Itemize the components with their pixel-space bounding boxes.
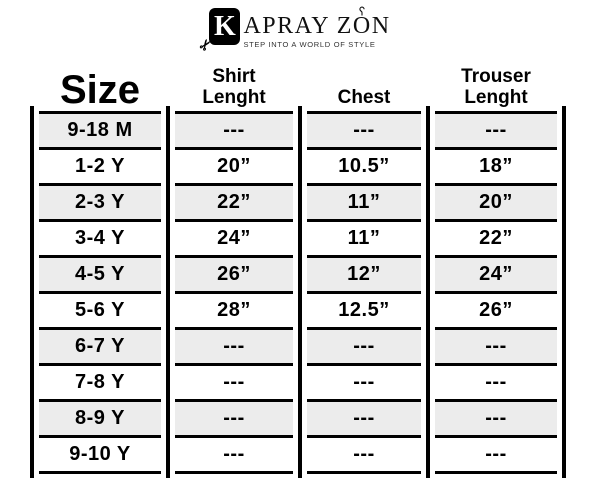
table-cell: 20” — [435, 183, 557, 219]
column-chest: Chest --- 10.5” 11” 11” 12” 12.5” --- --- --- --- — [302, 58, 426, 474]
brand-logo: K ✂ APRAY Z ON STEP INTO A WORLD OF STYLE — [0, 6, 600, 55]
brand-letter-n: N — [371, 13, 391, 39]
column-trouser-length: Trouser Lenght --- 18” 20” 22” 24” 26” --- --- ---… — [430, 58, 562, 474]
table-cell: 1-2 Y — [39, 147, 161, 183]
table-cell: --- — [175, 111, 293, 147]
table-cell: 11” — [307, 183, 421, 219]
table-vertical-border — [426, 106, 430, 478]
table-vertical-border — [298, 106, 302, 478]
table-cell: --- — [175, 363, 293, 399]
table-cell: 9-10 Y — [39, 435, 161, 474]
column-header-size: Size — [34, 58, 166, 111]
table-cell: 5-6 Y — [39, 291, 161, 327]
table-cell: --- — [307, 327, 421, 363]
table-cell: --- — [435, 435, 557, 474]
brand-tagline: STEP INTO A WORLD OF STYLE — [243, 40, 376, 49]
table-cell: --- — [307, 363, 421, 399]
header-text: Chest — [337, 87, 391, 108]
table-cell: 11” — [307, 219, 421, 255]
table-cell: 12” — [307, 255, 421, 291]
table-cell: --- — [435, 399, 557, 435]
table-cell: --- — [307, 435, 421, 474]
table-cell: 20” — [175, 147, 293, 183]
table-cell: --- — [175, 327, 293, 363]
table-cell: --- — [435, 111, 557, 147]
brand-text-left: APRAY Z — [243, 13, 353, 39]
brand-text-block: APRAY Z ON STEP INTO A WORLD OF STYLE — [243, 6, 391, 49]
header-text: Trouser — [461, 66, 531, 87]
brand-letter-o-wrap: O — [352, 6, 372, 39]
header-text: Shirt — [212, 66, 256, 87]
header-text: Size — [59, 68, 141, 112]
table-cell: 12.5” — [307, 291, 421, 327]
table-cell: --- — [307, 399, 421, 435]
table-cell: --- — [175, 399, 293, 435]
table-cell: 22” — [435, 219, 557, 255]
column-header-trouser-length: Trouser Lenght — [430, 58, 562, 111]
table-vertical-border — [166, 106, 170, 478]
table-cell: 9-18 M — [39, 111, 161, 147]
header-text: Lenght — [464, 87, 528, 108]
table-vertical-border — [562, 106, 566, 478]
table-cell: 6-7 Y — [39, 327, 161, 363]
table-cell: 7-8 Y — [39, 363, 161, 399]
column-header-chest: Chest — [302, 58, 426, 111]
table-cell: 10.5” — [307, 147, 421, 183]
table-cell: 26” — [435, 291, 557, 327]
table-cell: 24” — [175, 219, 293, 255]
table-cell: 24” — [435, 255, 557, 291]
table-cell: --- — [307, 111, 421, 147]
brand-k-tile: K ✂ — [197, 8, 241, 55]
table-cell: --- — [435, 363, 557, 399]
table-cell: --- — [175, 435, 293, 474]
table-cell: 3-4 Y — [39, 219, 161, 255]
table-cell: 26” — [175, 255, 293, 291]
hanger-icon — [357, 6, 368, 16]
brand-k-letter: K — [214, 11, 236, 42]
column-header-shirt-length: Shirt Lenght — [170, 58, 298, 111]
column-size: Size 9-18 M 1-2 Y 2-3 Y 3-4 Y 4-5 Y 5-6 Y 6-7 Y… — [34, 58, 166, 474]
size-chart: Size 9-18 M 1-2 Y 2-3 Y 3-4 Y 4-5 Y 5-6 Y 6-7 Y… — [30, 58, 566, 478]
table-vertical-border — [30, 106, 34, 478]
brand-wordmark: APRAY Z ON — [243, 6, 391, 39]
table-cell: 18” — [435, 147, 557, 183]
table-cell: 4-5 Y — [39, 255, 161, 291]
table-cell: 28” — [175, 291, 293, 327]
column-shirt-length: Shirt Lenght --- 20” 22” 24” 26” 28” --- --- --- --… — [170, 58, 298, 474]
table-cell: 8-9 Y — [39, 399, 161, 435]
header-text: Lenght — [202, 87, 266, 108]
table-cell: --- — [435, 327, 557, 363]
table-cell: 22” — [175, 183, 293, 219]
table-cell: 2-3 Y — [39, 183, 161, 219]
brand-letter-o: O — [352, 13, 372, 39]
